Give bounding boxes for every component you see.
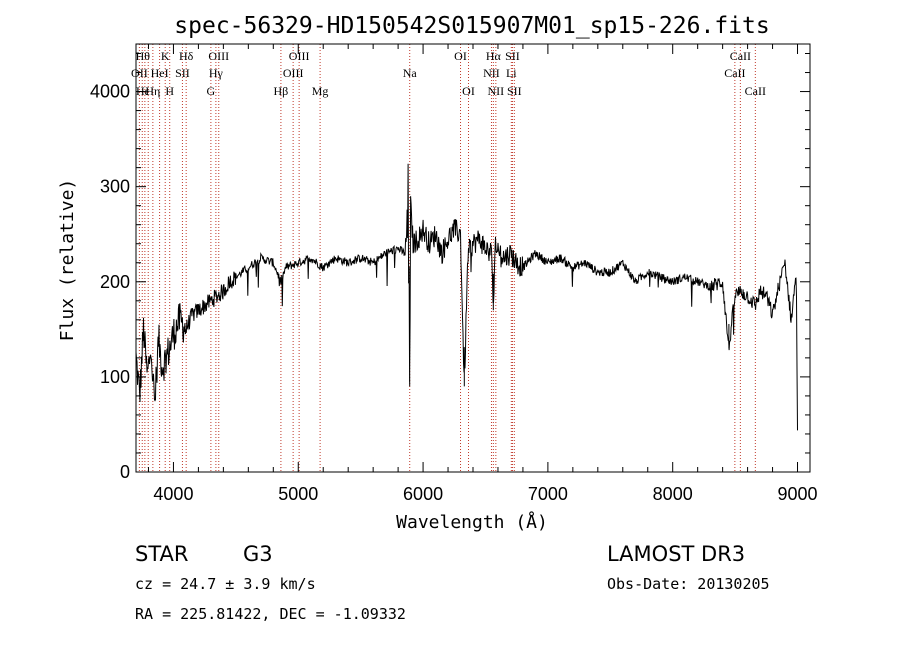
y-tick-label: 300 [100,177,130,197]
y-axis-ticks: 0 100 200 300 4000 [90,53,810,482]
y-axis-label: Flux (relative) [57,179,78,342]
line-label: K [161,49,170,63]
line-label: CaII [724,66,745,80]
line-label: HeI [151,66,169,80]
y-tick-label: 4000 [90,82,130,102]
spectrum-series [135,163,798,431]
x-tick-label: 9000 [777,484,817,504]
line-label: CaII [745,84,766,98]
x-tick-label: 4000 [153,484,193,504]
line-label: Hη [145,84,160,98]
y-tick-label: 100 [100,367,130,387]
redshift-cz: cz = 24.7 ± 3.9 km/s [135,575,316,593]
survey-name: LAMOST DR3 [607,542,745,566]
x-tick-label: 8000 [653,484,693,504]
line-label: Hγ [209,66,224,80]
line-label: SII [175,66,190,80]
line-label: OI [462,84,475,98]
line-label: NII [488,84,505,98]
ra-dec: RA = 225.81422, DEC = -1.09332 [135,605,406,623]
y-tick-label: 200 [100,272,130,292]
line-label: H [165,84,174,98]
y-tick-label: 0 [120,462,130,482]
x-tick-label: 7000 [528,484,568,504]
plot-frame [135,43,811,473]
line-label: OIII [283,66,304,80]
line-label: OI [454,49,467,63]
observation-date: Obs-Date: 20130205 [607,575,770,593]
reference-lines [138,44,756,472]
line-label: Hδ [179,49,194,63]
x-axis-ticks: 4000 5000 6000 7000 8000 9000 [147,44,818,504]
line-label: Hε [136,84,150,98]
chart-title: spec-56329-HD150542S015907M01_sp15-226.f… [174,13,769,39]
line-label: Li [506,66,517,80]
line-label: Na [403,66,418,80]
object-class: STAR [135,542,188,566]
line-label: G [207,84,216,98]
line-label: OIII [208,49,229,63]
x-tick-label: 5000 [278,484,318,504]
line-label: Hα [486,49,502,63]
line-label: CaII [730,49,751,63]
line-label: Hβ [274,84,289,98]
line-label: OIII [289,49,310,63]
object-subclass: G3 [243,542,273,566]
line-label: NII [483,66,500,80]
line-label: Mg [312,84,329,98]
x-tick-label: 6000 [403,484,443,504]
line-label: SII [507,84,522,98]
x-axis-label: Wavelength (Å) [396,511,548,533]
line-label: SII [505,49,520,63]
line-label: Hθ [136,49,151,63]
